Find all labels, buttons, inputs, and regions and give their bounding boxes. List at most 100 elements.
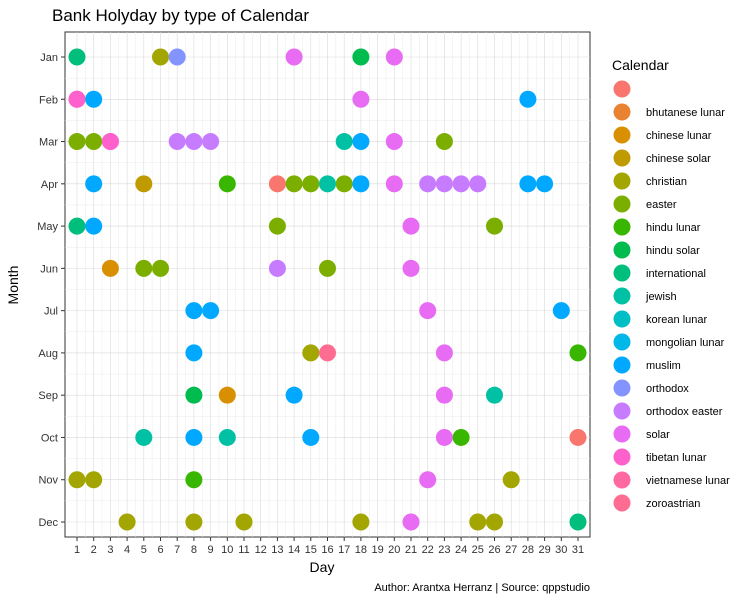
data-point — [469, 513, 487, 531]
data-point — [435, 428, 453, 446]
y-tick-label: Jul — [44, 306, 58, 318]
legend-label: jewish — [645, 291, 677, 303]
legend-key — [613, 264, 631, 282]
data-point — [135, 428, 153, 446]
x-tick-label: 19 — [371, 544, 383, 556]
data-point — [519, 90, 537, 108]
grid-lines — [65, 32, 590, 537]
data-point — [101, 133, 119, 151]
x-tick-label: 1 — [74, 544, 80, 556]
data-point — [135, 175, 153, 193]
data-point — [486, 513, 503, 531]
x-tick-label: 18 — [355, 544, 367, 556]
x-tick-label: 23 — [438, 544, 450, 556]
chart-caption: Author: Arantxa Herranz | Source: qppstu… — [374, 582, 590, 594]
data-point — [118, 513, 136, 531]
chart-title: Bank Holyday by type of Calendar — [52, 6, 309, 25]
legend-label: mongolian lunar — [646, 337, 725, 349]
data-point — [319, 344, 336, 362]
data-point — [152, 259, 169, 277]
y-tick-label: Dec — [38, 517, 58, 529]
data-point — [202, 133, 220, 151]
data-point — [569, 344, 587, 362]
data-point — [452, 428, 470, 446]
x-tick-label: 6 — [157, 544, 163, 556]
data-point — [435, 386, 453, 404]
data-point — [435, 344, 453, 362]
x-tick-label: 3 — [107, 544, 113, 556]
legend-label: bhutanese lunar — [646, 107, 725, 119]
x-tick-label: 24 — [455, 544, 467, 556]
data-point — [85, 90, 103, 108]
legend-key — [613, 356, 631, 374]
data-point — [469, 175, 487, 193]
data-point — [68, 471, 86, 489]
legend-key — [613, 149, 631, 167]
x-tick-label: 27 — [505, 544, 517, 556]
x-axis-ticks: 1 2 3 4 5 6 7 8 9 10 11 12 13 14 15 16 17 18 19 20 21 22 23 24 2… — [74, 537, 584, 556]
y-tick-label: Jun — [40, 263, 58, 275]
x-tick-label: 20 — [388, 544, 400, 556]
data-point — [419, 471, 437, 489]
data-point — [302, 428, 320, 446]
x-tick-label: 11 — [238, 544, 249, 556]
data-point — [268, 259, 286, 277]
data-point — [68, 90, 86, 108]
data-point — [202, 302, 220, 320]
y-tick-label: Aug — [38, 348, 58, 360]
x-tick-label: 29 — [538, 544, 550, 556]
data-point — [235, 513, 253, 531]
data-point — [385, 175, 403, 193]
data-point — [435, 133, 453, 151]
x-tick-label: 8 — [191, 544, 197, 556]
data-point — [85, 133, 103, 151]
x-tick-label: 13 — [271, 544, 283, 556]
data-point — [302, 344, 320, 362]
legend-key — [613, 425, 631, 443]
x-tick-label: 26 — [488, 544, 500, 556]
data-point — [435, 175, 453, 193]
data-point — [185, 302, 203, 320]
data-point — [185, 133, 203, 151]
legend-label: orthodox — [646, 383, 689, 395]
data-point — [218, 175, 236, 193]
legend-label: hindu lunar — [646, 222, 701, 234]
data-point — [452, 175, 470, 193]
x-tick-label: 9 — [208, 544, 214, 556]
data-point — [68, 217, 86, 235]
y-axis-ticks: Jan Feb Mar Apr May Jun Jul Aug Sep Oct Nov Dec — [37, 52, 65, 529]
legend-label: chinese solar — [646, 153, 711, 165]
data-point — [101, 259, 119, 277]
legend-label: orthodox easter — [646, 406, 723, 418]
y-tick-label: Mar — [39, 137, 58, 149]
x-tick-label: 21 — [405, 544, 417, 556]
legend-label: zoroastrian — [646, 498, 700, 510]
x-tick-label: 31 — [572, 544, 584, 556]
data-point — [218, 386, 236, 404]
data-point — [85, 175, 103, 193]
data-point — [352, 513, 370, 531]
legend-key — [613, 402, 631, 420]
y-tick-label: Feb — [39, 94, 58, 106]
data-points — [68, 48, 587, 531]
legend-key — [613, 172, 631, 190]
y-tick-label: Oct — [41, 432, 58, 444]
legend-title: Calendar — [612, 57, 669, 73]
data-point — [352, 175, 370, 193]
data-point — [402, 259, 420, 277]
y-tick-label: Apr — [41, 179, 58, 191]
data-point — [285, 386, 303, 404]
data-point — [569, 428, 587, 446]
data-point — [268, 217, 286, 235]
data-point — [552, 302, 570, 320]
x-tick-label: 14 — [288, 544, 300, 556]
x-tick-label: 15 — [305, 544, 317, 556]
data-point — [302, 175, 320, 193]
data-point — [486, 386, 503, 404]
legend-key — [613, 379, 631, 397]
legend-label: international — [646, 268, 706, 280]
data-point — [335, 133, 353, 151]
data-point — [569, 513, 587, 531]
legend-label: tibetan lunar — [646, 452, 707, 464]
data-point — [502, 471, 520, 489]
